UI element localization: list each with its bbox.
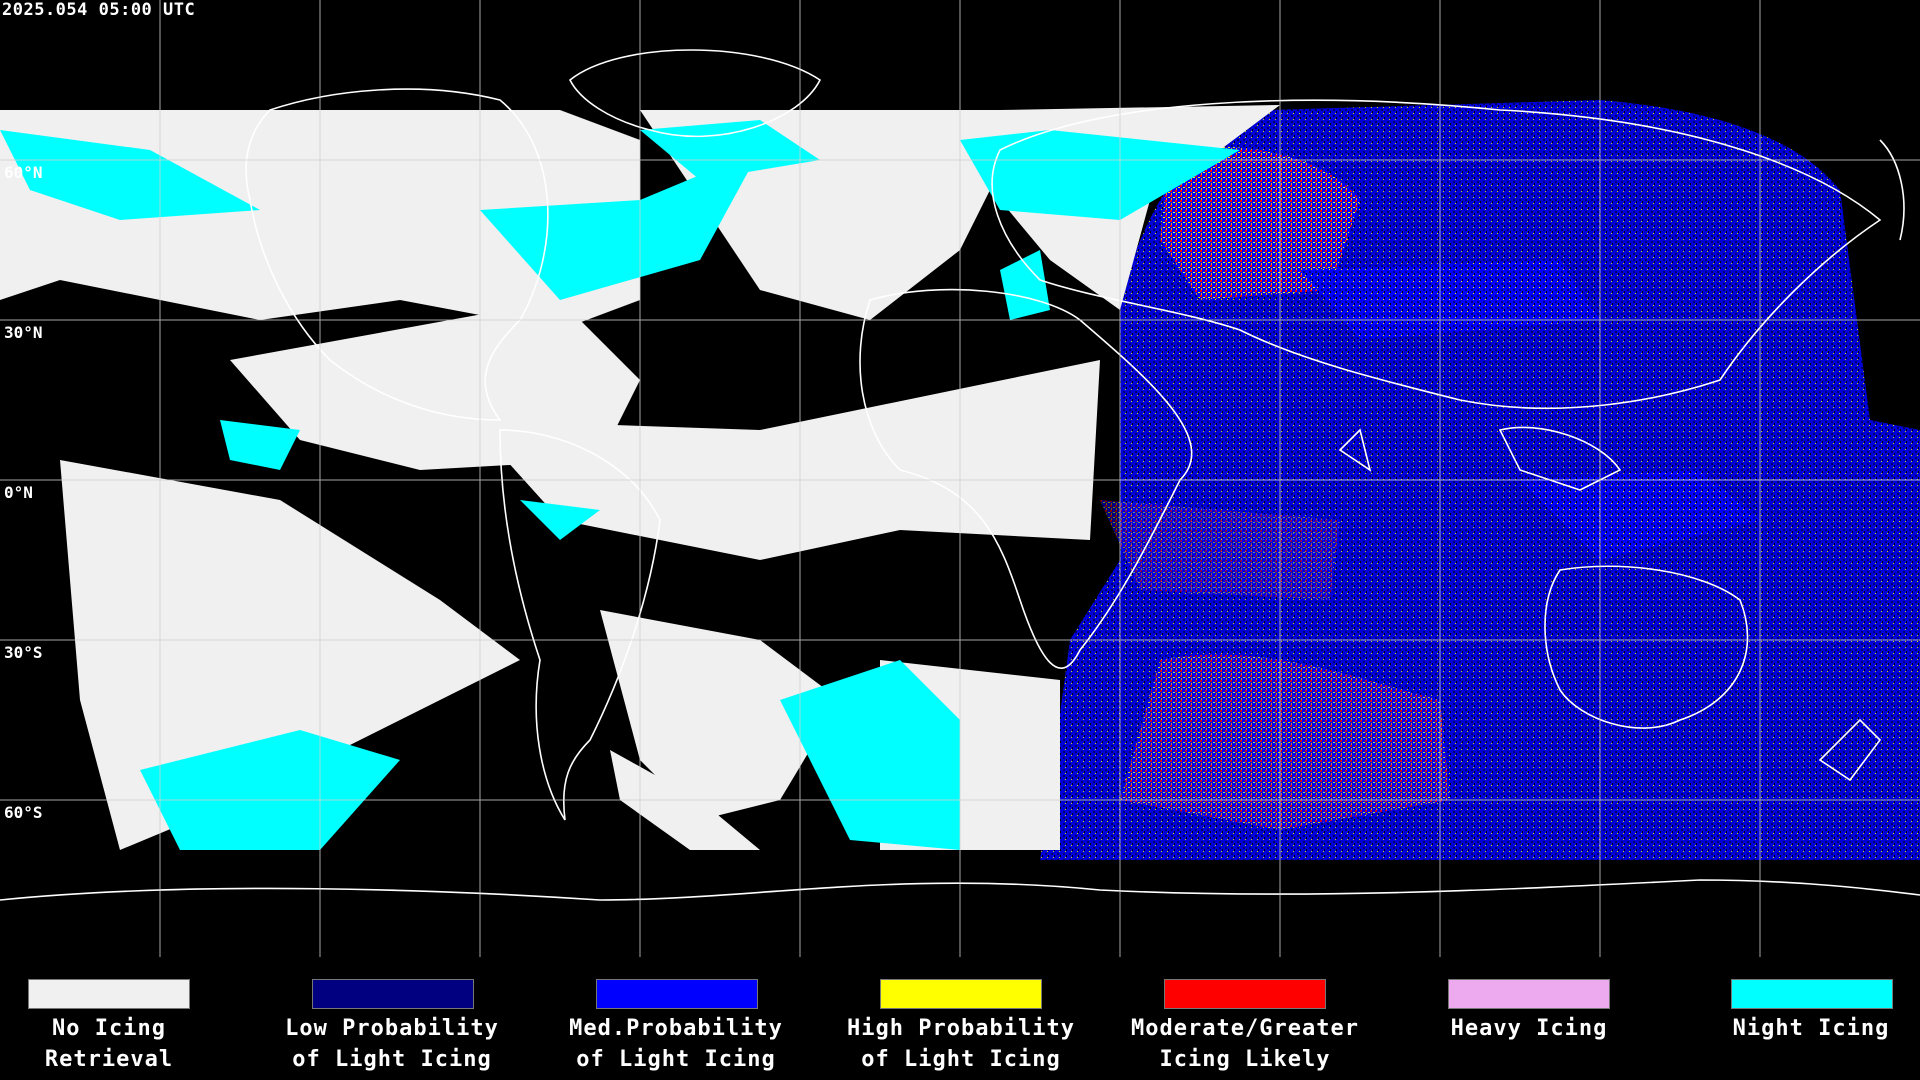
- legend-swatch: [596, 979, 758, 1009]
- legend-item-high-probability: High Probability of Light Icing: [847, 957, 1134, 1080]
- lat-label-0n: 0°N: [4, 483, 33, 502]
- lat-label-60n: 60°N: [4, 163, 43, 182]
- timestamp-label: 2025.054 05:00 UTC: [2, 0, 196, 20]
- legend-swatch: [1731, 979, 1893, 1009]
- legend-item-low-probability: Low Probability of Light Icing: [282, 957, 566, 1080]
- icing-map: 2025.054 05:00 UTC 60°N 30°N 0°N 30°S 60…: [0, 0, 1920, 957]
- legend-label: Moderate/Greater Icing Likely: [1131, 1016, 1359, 1072]
- lat-lon-grid: [0, 0, 1920, 957]
- legend-swatch: [1164, 979, 1326, 1009]
- legend-item-night-icing: Night Icing: [1634, 957, 1918, 1080]
- legend-item-no-icing: No Icing Retrieval: [0, 957, 282, 1080]
- map-canvas: [0, 0, 1920, 957]
- legend-label: Heavy Icing: [1450, 1016, 1608, 1041]
- lat-label-60s: 60°S: [4, 803, 43, 822]
- legend-label: Low Probability of Light Icing: [285, 1016, 499, 1072]
- legend-swatch: [1448, 979, 1610, 1009]
- night-icing-bands: [0, 120, 1240, 850]
- legend: No Icing Retrieval Low Probability of Li…: [0, 957, 1920, 1080]
- legend-item-heavy-icing: Heavy Icing: [1418, 957, 1702, 1080]
- legend-label: Night Icing: [1732, 1016, 1890, 1041]
- legend-item-moderate-greater: Moderate/Greater Icing Likely: [1131, 957, 1418, 1080]
- legend-label: Med.Probability of Light Icing: [569, 1016, 783, 1072]
- legend-swatch: [28, 979, 190, 1009]
- legend-label: High Probability of Light Icing: [847, 1016, 1075, 1072]
- lat-label-30s: 30°S: [4, 643, 43, 662]
- legend-swatch: [880, 979, 1042, 1009]
- legend-swatch: [312, 979, 474, 1009]
- legend-item-med-probability: Med.Probability of Light Icing: [566, 957, 850, 1080]
- lat-label-30n: 30°N: [4, 323, 43, 342]
- legend-label: No Icing Retrieval: [44, 1016, 174, 1072]
